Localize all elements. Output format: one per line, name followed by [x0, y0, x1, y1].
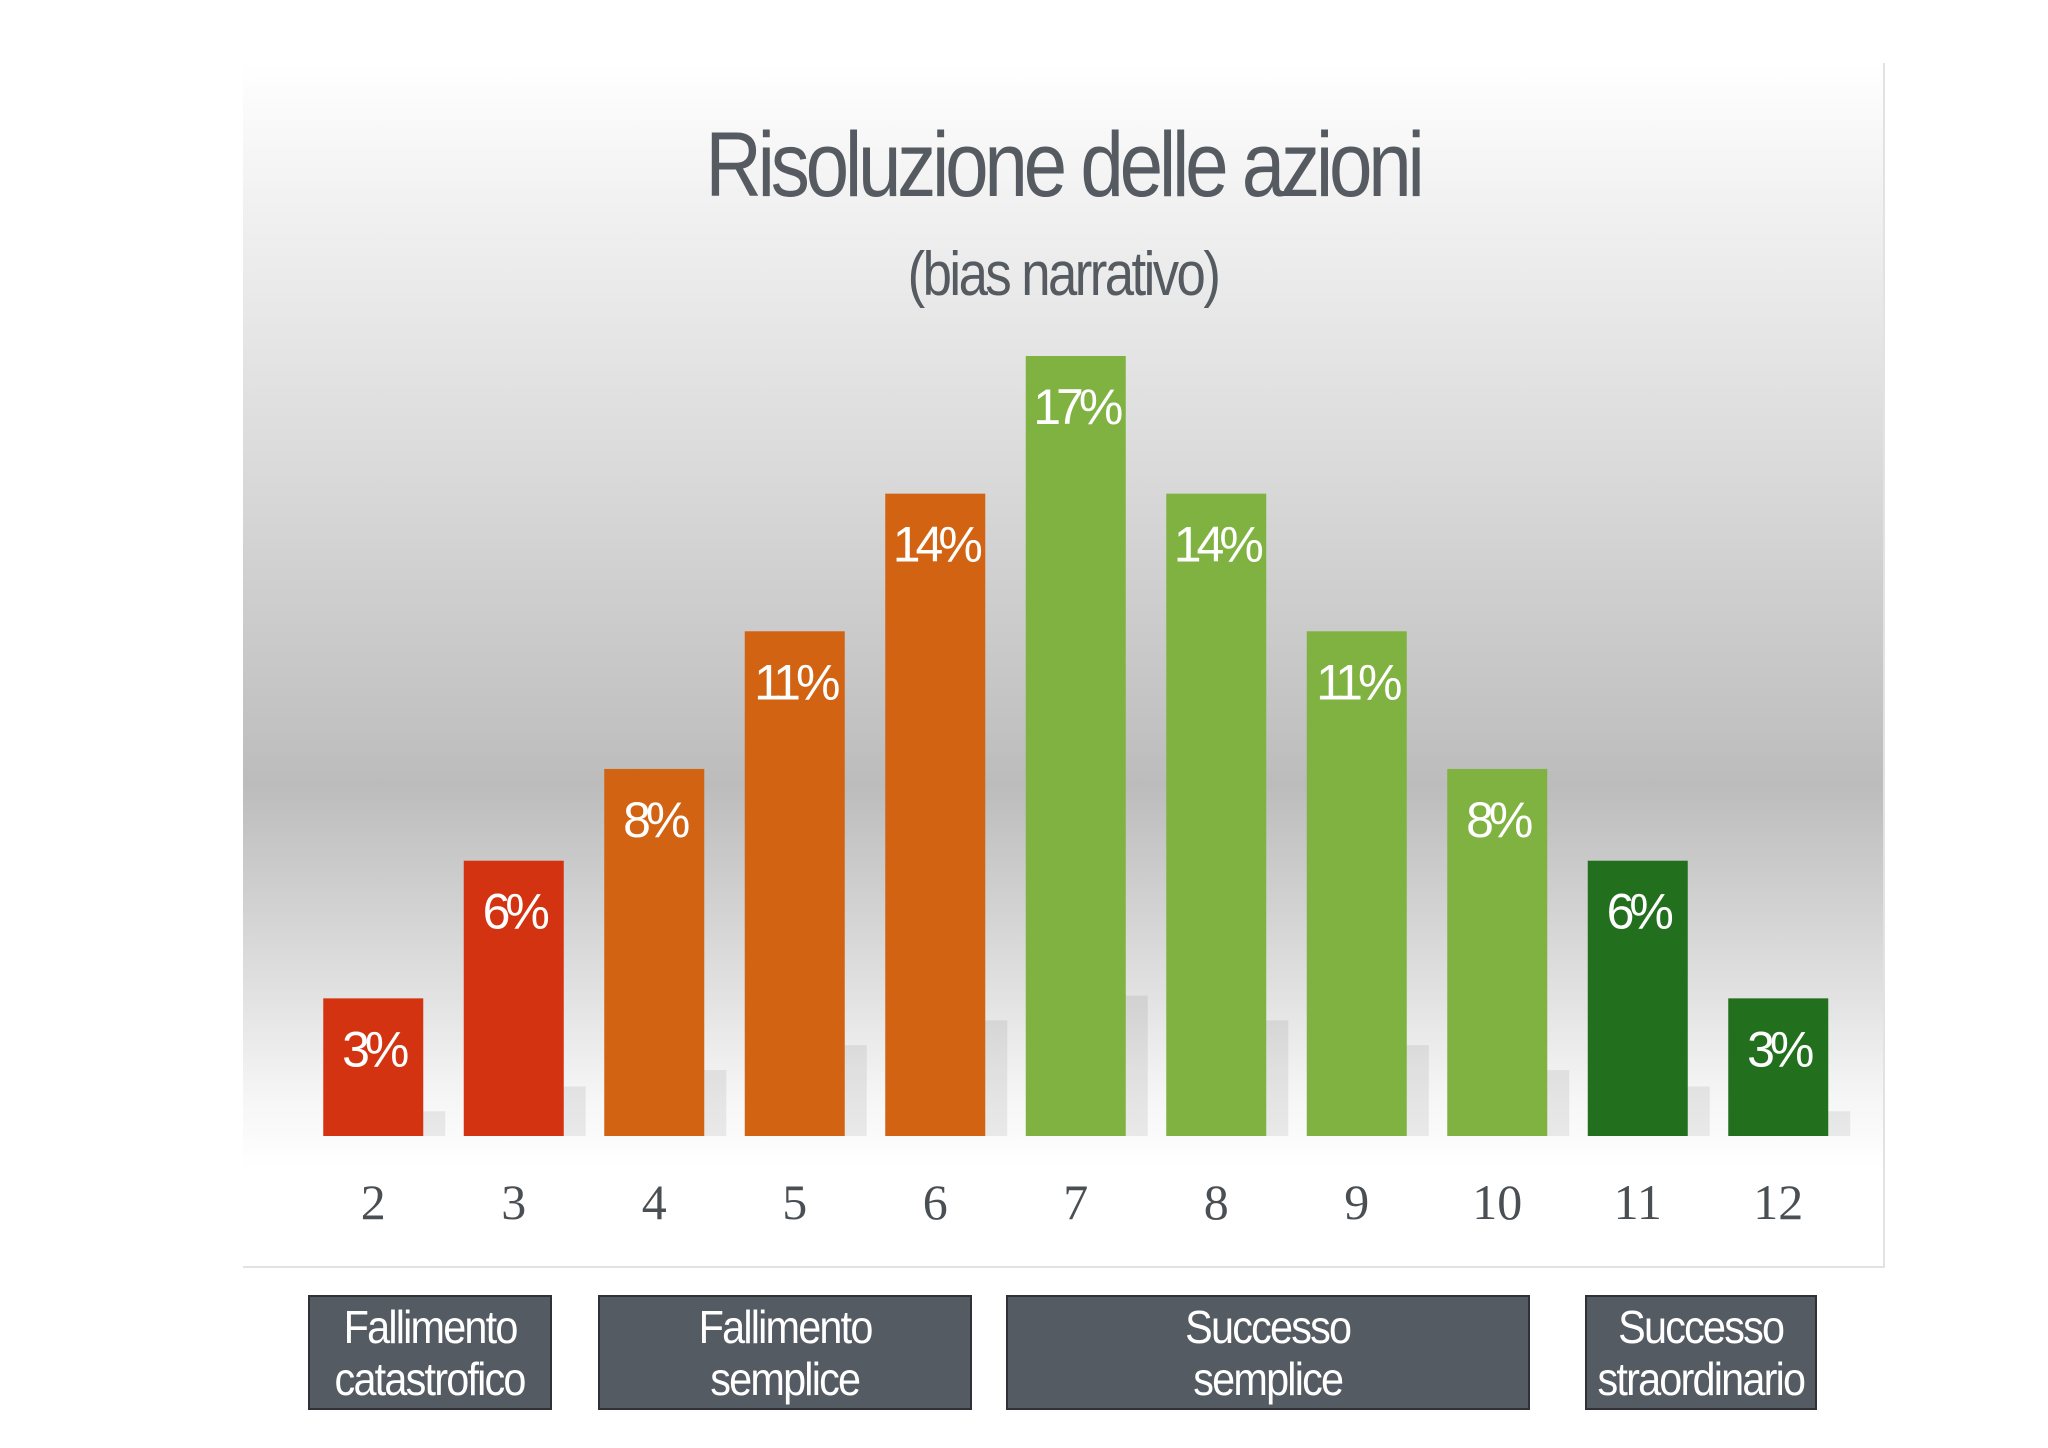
outcome-label-line2: semplice — [1193, 1352, 1345, 1405]
bar-value-label: 6% — [483, 884, 549, 940]
bar-8 — [1166, 493, 1267, 1136]
x-tick-label: 8 — [1204, 1174, 1229, 1230]
bar-10 — [1447, 768, 1548, 1136]
bar-value-label: 11% — [754, 654, 839, 710]
x-axis-ticks: 2 3 4 5 6 7 8 9 10 11 12 — [361, 1174, 1804, 1230]
bar-value-label: 17% — [1033, 379, 1122, 435]
bar-5 — [744, 631, 845, 1136]
bar-6 — [885, 493, 986, 1136]
outcome-label-line2: straordinario — [1597, 1352, 1807, 1405]
bar-4 — [604, 768, 705, 1136]
bar-value-label: 6% — [1607, 884, 1673, 940]
outcome-label-line1: Fallimento — [698, 1300, 874, 1353]
outcome-extraordinary-success: Successo straordinario — [1585, 1295, 1817, 1410]
bar-value-labels: 3% 6% 8% 11% 14% 17% 14% 11% 8% 6% 3% — [342, 379, 1818, 1077]
x-tick-label: 11 — [1614, 1174, 1662, 1230]
bar-value-label: 3% — [342, 1021, 408, 1077]
x-tick-label: 4 — [642, 1174, 667, 1230]
x-tick-label: 9 — [1344, 1174, 1369, 1230]
bar-9 — [1306, 631, 1407, 1136]
x-tick-label: 6 — [923, 1174, 948, 1230]
outcome-label-line2: catastrofico — [334, 1352, 527, 1405]
x-tick-label: 2 — [361, 1174, 386, 1230]
outcome-simple-failure: Fallimento semplice — [598, 1295, 972, 1410]
bar-2 — [323, 998, 424, 1136]
bars — [323, 356, 1829, 1136]
bar-value-label: 8% — [623, 792, 689, 848]
bar-value-label: 14% — [893, 517, 982, 573]
x-tick-label: 7 — [1063, 1174, 1088, 1230]
x-tick-label: 10 — [1472, 1174, 1522, 1230]
bar-value-label: 3% — [1747, 1021, 1813, 1077]
bar-12 — [1728, 998, 1829, 1136]
outcome-simple-success: Successo semplice — [1006, 1295, 1530, 1410]
x-tick-label: 3 — [501, 1174, 526, 1230]
x-tick-label: 12 — [1753, 1174, 1803, 1230]
outcome-label-line1: Successo — [1618, 1300, 1785, 1353]
bar-value-label: 14% — [1174, 517, 1263, 573]
bar-11 — [1587, 860, 1688, 1136]
chart-title: Risoluzione delle azioni — [705, 114, 1424, 216]
outcome-label-line1: Fallimento — [343, 1300, 519, 1353]
bar-7 — [1025, 356, 1126, 1136]
x-tick-label: 5 — [782, 1174, 807, 1230]
bar-value-label: 8% — [1466, 792, 1532, 848]
outcome-catastrophic-failure: Fallimento catastrofico — [308, 1295, 552, 1410]
outcome-label-line2: semplice — [710, 1352, 862, 1405]
bar-chart: 3% 6% 8% 11% 14% 17% 14% 11% 8% 6% 3% 2 3 4 5 6 7 8 9 10 11… — [323, 356, 1851, 1230]
chart-subtitle: (bias narrativo) — [907, 240, 1221, 309]
bar-value-label: 11% — [1316, 654, 1401, 710]
outcome-label-line1: Successo — [1185, 1300, 1352, 1353]
chart-panel: Risoluzione delle azioni (bias narrativo… — [243, 63, 1885, 1268]
bar-3 — [463, 860, 564, 1136]
